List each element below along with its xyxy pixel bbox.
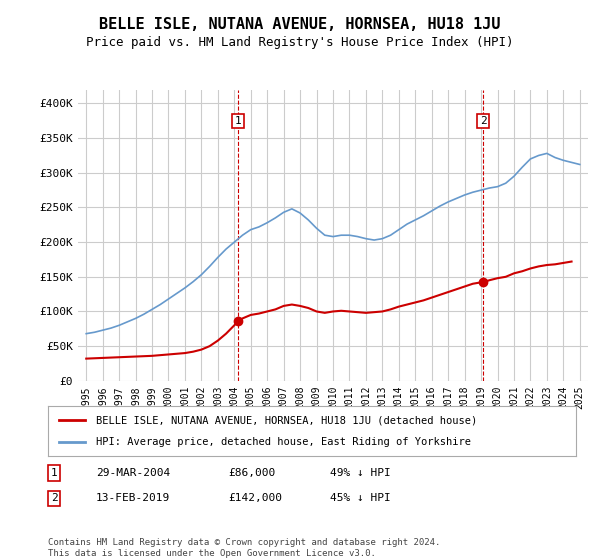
Text: 1: 1 — [50, 468, 58, 478]
Text: BELLE ISLE, NUTANA AVENUE, HORNSEA, HU18 1JU (detached house): BELLE ISLE, NUTANA AVENUE, HORNSEA, HU18… — [95, 415, 477, 425]
Text: Price paid vs. HM Land Registry's House Price Index (HPI): Price paid vs. HM Land Registry's House … — [86, 36, 514, 49]
Text: HPI: Average price, detached house, East Riding of Yorkshire: HPI: Average price, detached house, East… — [95, 437, 470, 447]
Text: BELLE ISLE, NUTANA AVENUE, HORNSEA, HU18 1JU: BELLE ISLE, NUTANA AVENUE, HORNSEA, HU18… — [99, 17, 501, 32]
Text: £86,000: £86,000 — [228, 468, 275, 478]
Text: 13-FEB-2019: 13-FEB-2019 — [96, 493, 170, 503]
Text: 2: 2 — [50, 493, 58, 503]
Text: 1: 1 — [235, 116, 241, 126]
Text: 29-MAR-2004: 29-MAR-2004 — [96, 468, 170, 478]
Text: Contains HM Land Registry data © Crown copyright and database right 2024.: Contains HM Land Registry data © Crown c… — [48, 538, 440, 547]
Text: £142,000: £142,000 — [228, 493, 282, 503]
Text: 2: 2 — [479, 116, 487, 126]
Text: 49% ↓ HPI: 49% ↓ HPI — [330, 468, 391, 478]
Text: 45% ↓ HPI: 45% ↓ HPI — [330, 493, 391, 503]
Text: This data is licensed under the Open Government Licence v3.0.: This data is licensed under the Open Gov… — [48, 549, 376, 558]
